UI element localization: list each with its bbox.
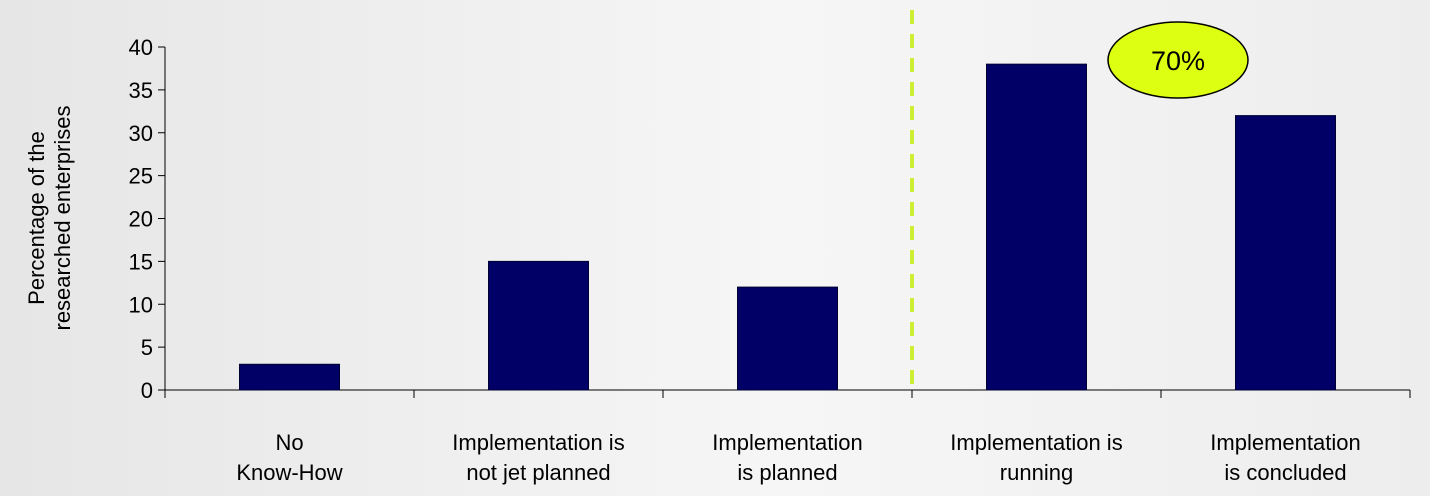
callout: 70%	[1107, 21, 1249, 99]
callout-ellipse	[1107, 21, 1249, 99]
x-category-label: Implementation is running	[950, 430, 1122, 485]
y-tick-label: 5	[141, 335, 153, 360]
bar	[1235, 115, 1336, 391]
x-category-label: Implementation is concluded	[1210, 430, 1360, 485]
x-category-label-line: Implementation is	[452, 430, 624, 455]
y-tick-label: 10	[129, 292, 153, 317]
x-category-label: Implementation is planned	[712, 430, 862, 485]
bar	[986, 63, 1087, 391]
y-tick-label: 15	[129, 249, 153, 274]
y-tick-label: 40	[129, 35, 153, 60]
y-tick-label: 30	[129, 121, 153, 146]
x-category-label: No Know-How	[236, 430, 342, 485]
x-category-label-line: is planned	[737, 460, 837, 485]
y-tick-label: 25	[129, 164, 153, 189]
callout-label: 70%	[1151, 46, 1205, 76]
bar	[737, 286, 838, 391]
x-category-label-line: is concluded	[1224, 460, 1346, 485]
x-category-label-line: not jet planned	[466, 460, 610, 485]
x-category-label-line: No	[275, 430, 303, 455]
y-axis-title-line: Percentage of the	[24, 131, 49, 305]
y-tick-label: 20	[129, 207, 153, 232]
x-category-label-line: running	[1000, 460, 1073, 485]
bar	[239, 363, 340, 391]
y-axis-title: Percentage of the researched enterprises	[24, 105, 75, 330]
y-axis: 0 5 10 15 20 25 30 35 40	[129, 35, 166, 403]
y-tick-label: 35	[129, 78, 153, 103]
x-category-label-line: Implementation	[712, 430, 862, 455]
x-category-label-line: Know-How	[236, 460, 342, 485]
x-category-label-line: Implementation	[1210, 430, 1360, 455]
x-category-label-line: Implementation is	[950, 430, 1122, 455]
x-category-label: Implementation is not jet planned	[452, 430, 624, 485]
y-axis-title-line: researched enterprises	[50, 105, 75, 330]
bar	[488, 260, 589, 391]
y-tick-label: 0	[141, 378, 153, 403]
bars	[239, 63, 1336, 391]
x-axis: No Know-How Implementation is not jet plann…	[164, 389, 1411, 485]
